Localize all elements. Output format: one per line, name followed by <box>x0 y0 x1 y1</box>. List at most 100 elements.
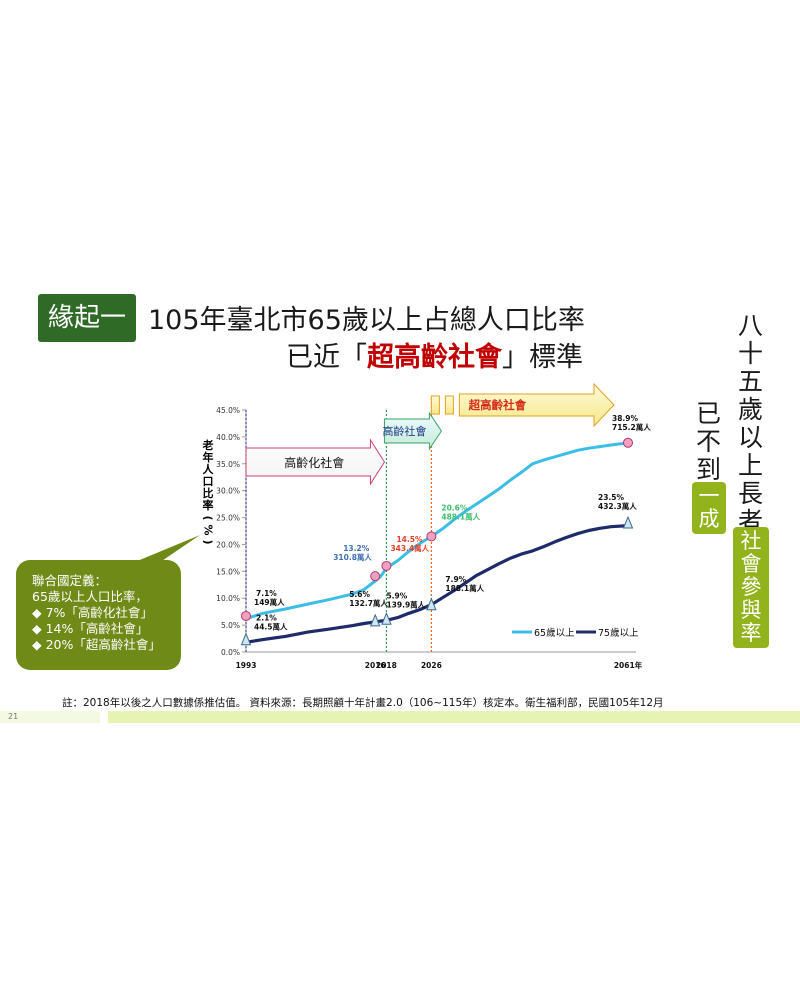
data-point-circle <box>623 437 633 448</box>
data-label-pct: 7.9% <box>445 575 466 584</box>
data-label-count: 44.5萬人 <box>254 622 288 632</box>
data-point-triangle <box>622 515 634 529</box>
data-point-circle <box>370 571 381 582</box>
series-75-line <box>245 524 629 644</box>
title-pre: 已近「 <box>286 342 367 373</box>
ylabel-char: 年 <box>202 451 214 464</box>
y-tick-label: 45.0% <box>216 406 240 415</box>
side-char: 以 <box>738 423 764 452</box>
data-point-circle <box>381 560 392 571</box>
data-label-pct: 13.2% <box>343 544 370 553</box>
data-label-pct: 5.9% <box>386 591 407 600</box>
data-label-count: 432.3萬人 <box>598 501 637 511</box>
ylabel-char: 率 <box>202 499 214 512</box>
side-char: 已 <box>696 399 722 428</box>
aged-stage-label: 高齡社會 <box>382 424 426 438</box>
data-label-pct: 7.1% <box>256 589 277 598</box>
data-label-pct: 14.5% <box>396 535 423 544</box>
side-char: 與 <box>740 598 762 622</box>
un-definition-line: ◆ 14%「高齡社會」 <box>32 621 148 636</box>
x-tick-label: 2018 <box>376 661 397 670</box>
side-char: 社 <box>740 529 762 553</box>
side-box-col1: 社會參與率 <box>733 527 769 648</box>
series-65-line <box>245 441 629 621</box>
footnote: 註：2018年以後之人口數據係推估值。 資料來源：長期照顧十年計畫2.0（106… <box>62 697 664 709</box>
data-point-circle <box>426 531 437 542</box>
data-label-pct: 5.6% <box>349 590 370 599</box>
legend-label: 65歲以上 <box>534 627 575 639</box>
y-axis-label: 老年人口比率(%) <box>200 440 216 548</box>
aging-stage-arrow <box>245 438 386 486</box>
page-number: 21 <box>0 711 100 723</box>
y-tick-label: 5.0% <box>221 621 240 630</box>
y-tick-label: 35.0% <box>216 460 240 469</box>
side-char: 參 <box>740 575 762 599</box>
data-label-pct: 20.6% <box>441 503 468 512</box>
side-char: 十 <box>738 339 764 368</box>
y-tick-label: 30.0% <box>216 487 240 496</box>
data-label-count: 715.2萬人 <box>612 422 651 432</box>
y-tick-label: 15.0% <box>216 567 240 576</box>
ylabel-char: 口 <box>202 475 214 488</box>
data-label-count: 188.1萬人 <box>445 583 484 593</box>
stage-block <box>444 395 454 415</box>
data-label-count: 139.9萬人 <box>386 599 425 609</box>
data-label-count: 149萬人 <box>254 597 285 607</box>
un-definition-box <box>16 560 181 670</box>
side-char: 五 <box>738 367 764 396</box>
data-label-count: 488.1萬人 <box>441 511 480 521</box>
y-tick-label: 40.0% <box>216 433 240 442</box>
page-title-line1: 105年臺北市65歲以上占總人口比率 <box>148 305 585 336</box>
section-badge: 緣起一 <box>38 294 137 342</box>
y-tick-label: 0.0% <box>221 648 240 657</box>
page-title-line2: 已近「超高齡社會」標準 <box>286 335 583 374</box>
un-definition-line: 65歲以上人口比率， <box>32 589 148 604</box>
y-tick-label: 20.0% <box>216 540 240 549</box>
super-aged-stage-arrow <box>458 382 615 428</box>
data-point-circle <box>241 610 251 621</box>
y-tick-label: 10.0% <box>216 594 240 603</box>
side-char: 一 <box>698 484 720 508</box>
data-point-triangle <box>369 613 381 627</box>
title-post: 」標準 <box>502 342 583 373</box>
data-label-count: 343.4萬人 <box>390 543 429 553</box>
legend-label: 75歲以上 <box>598 627 639 639</box>
data-label-count: 132.7萬人 <box>349 598 388 608</box>
ylabel-char: 人 <box>202 463 214 476</box>
side-char: 八 <box>738 311 764 340</box>
ylabel-char: 老 <box>202 439 214 452</box>
footer-bar <box>108 711 800 723</box>
data-label-pct: 38.9% <box>612 414 639 423</box>
aged-stage-arrow <box>383 411 442 451</box>
side-box-col2: 一成 <box>692 482 726 534</box>
aging-stage-label: 高齡化社會 <box>284 455 344 470</box>
side-char: 長 <box>738 479 764 508</box>
data-label-count: 310.8萬人 <box>333 552 372 562</box>
data-point-triangle <box>240 632 252 646</box>
title-bold: 超高齡社會 <box>367 342 502 373</box>
un-definition-line: ◆ 7%「高齡化社會」 <box>32 605 153 620</box>
data-label-pct: 2.1% <box>256 614 277 623</box>
side-char: 會 <box>740 552 762 576</box>
un-definition-line: ◆ 20%「超高齡社會」 <box>32 637 161 652</box>
un-definition-line: 聯合國定義： <box>32 573 107 588</box>
x-tick-label: 2061年 <box>614 660 643 670</box>
side-char: 上 <box>738 451 764 480</box>
x-tick-label: 1993 <box>236 661 257 670</box>
side-char: 歲 <box>738 395 764 424</box>
super-aged-stage-label: 超高齡社會 <box>468 398 527 412</box>
data-point-triangle <box>381 611 392 625</box>
side-char: 不 <box>696 427 722 456</box>
x-tick-label: 2026 <box>421 661 442 670</box>
data-point-triangle <box>426 597 437 611</box>
y-tick-label: 25.0% <box>216 514 240 523</box>
x-tick-label: 2016 <box>365 661 386 670</box>
stage-block <box>430 395 440 415</box>
side-char: 成 <box>698 507 720 531</box>
side-char: 率 <box>740 621 762 645</box>
side-text-col2: 已不到 <box>696 400 721 484</box>
side-char: 到 <box>696 455 722 484</box>
data-label-pct: 23.5% <box>598 493 625 502</box>
ylabel-char: 比 <box>202 487 214 500</box>
